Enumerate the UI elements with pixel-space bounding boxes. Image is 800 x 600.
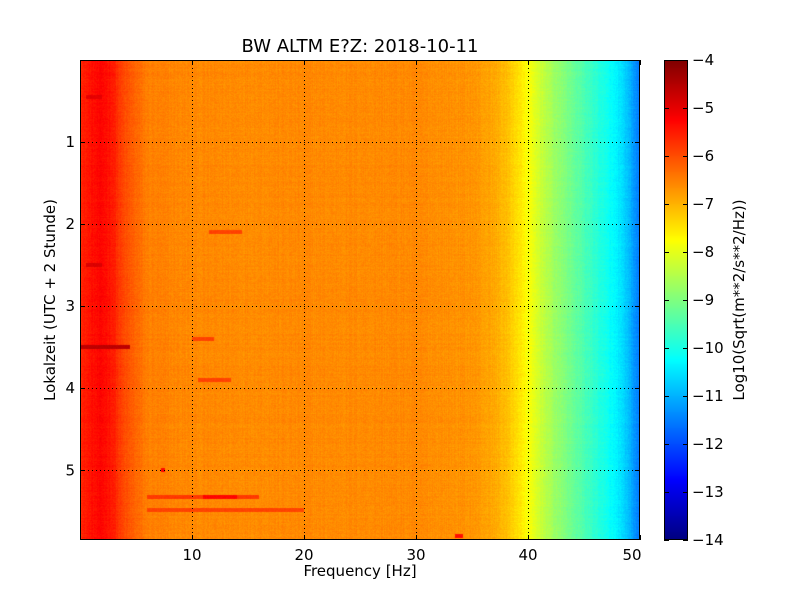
x-axis-ticks: 10 20 30 40 50 [182, 60, 642, 564]
x-tick-label: 30 [406, 546, 425, 564]
plot-frame [80, 60, 640, 540]
y-axis-label: Lokalzeit (UTC + 2 Stunde) [41, 199, 59, 401]
spectrogram-image-container [80, 60, 640, 540]
colorbar-tick-label: −14 [692, 531, 724, 549]
x-tick-label: 40 [518, 546, 537, 564]
x-tick-label: 50 [622, 546, 641, 564]
colorbar-tick-label: −11 [692, 387, 724, 405]
spectrogram-image [80, 60, 640, 540]
colorbar-ticks: −4 −5 −6 −7 −8 −9 −10 −11 −12 −13 −14 [664, 51, 724, 549]
y-axis-ticks: 1 2 3 4 5 [65, 133, 640, 479]
colorbar-label: Log10(Sqrt(m**2/s**2/Hz)) [730, 199, 748, 400]
y-tick-label: 2 [65, 215, 75, 233]
colorbar-tick-label: −13 [692, 483, 724, 501]
colorbar-tick-label: −7 [692, 195, 714, 213]
grid-lines [80, 60, 640, 540]
y-tick-label: 5 [65, 461, 75, 479]
x-axis-label: Frequency [Hz] [303, 562, 416, 580]
x-tick-label: 20 [294, 546, 313, 564]
colorbar-tick-label: −10 [692, 339, 724, 357]
colorbar-tick-label: −6 [692, 147, 714, 165]
chart-title: BW ALTM E?Z: 2018-10-11 [242, 36, 479, 57]
y-tick-label: 3 [65, 297, 75, 315]
colorbar-tick-label: −9 [692, 291, 714, 309]
colorbar-tick-label: −4 [692, 51, 714, 69]
x-tick-label: 10 [182, 546, 201, 564]
colorbar: −4 −5 −6 −7 −8 −9 −10 −11 −12 −13 −14 Log10(Sqrt(m… [664, 51, 748, 549]
y-tick-label: 4 [65, 379, 75, 397]
plot-area [80, 60, 640, 540]
colorbar-tick-label: −5 [692, 99, 714, 117]
y-tick-label: 1 [65, 133, 75, 151]
colorbar-tick-label: −8 [692, 243, 714, 261]
colorbar-tick-label: −12 [692, 435, 724, 453]
